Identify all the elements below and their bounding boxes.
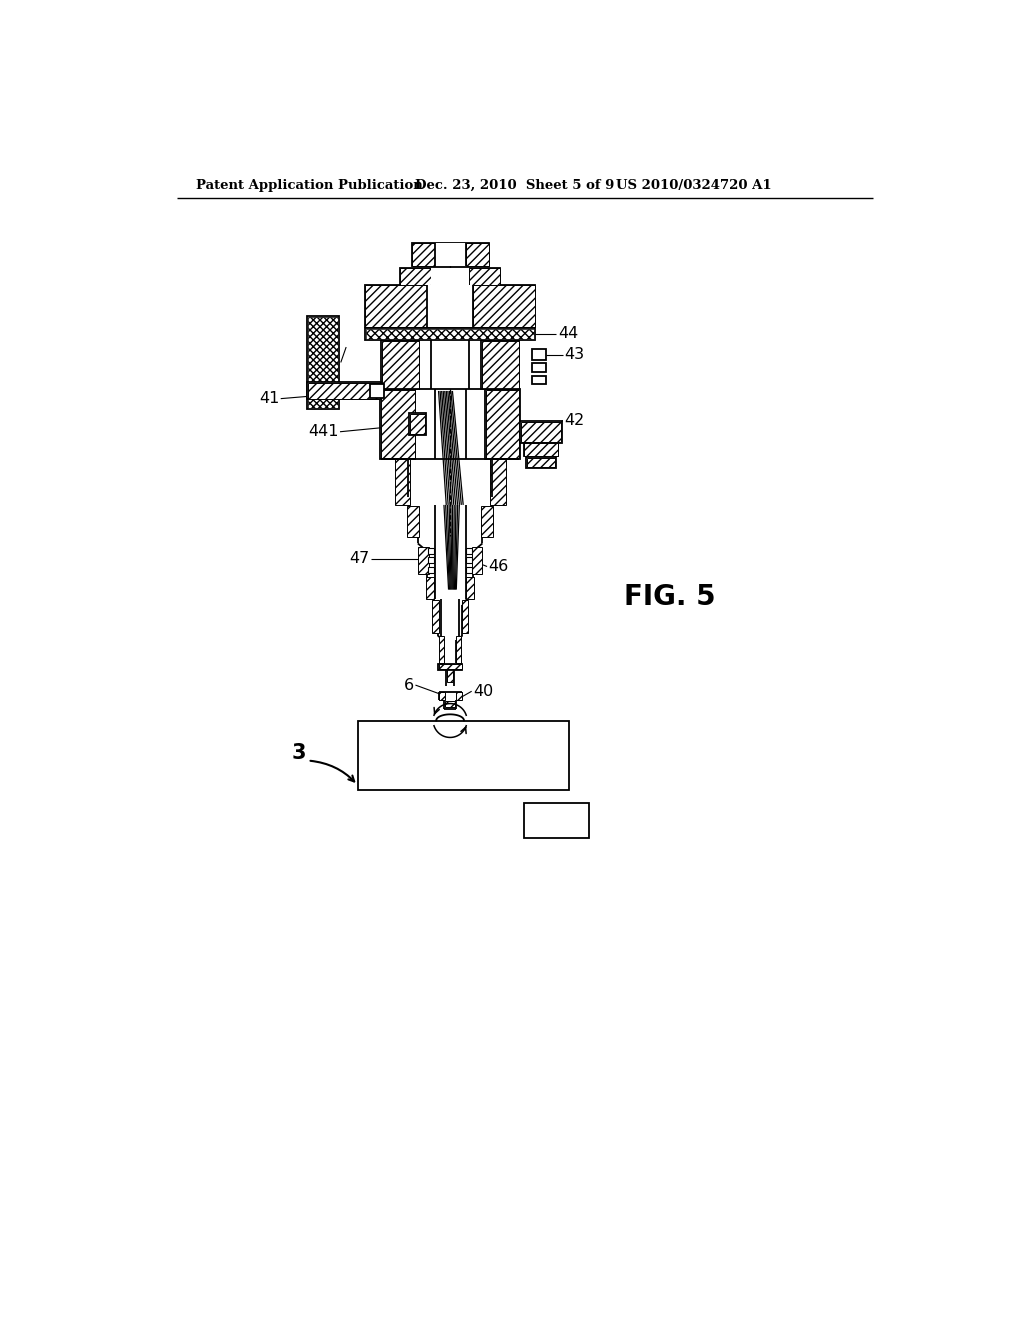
Bar (490, 459, 506, 506)
Bar (438, 664, 463, 669)
Bar (400, 268, 500, 288)
Bar (412, 243, 435, 267)
Bar (531, 350, 546, 360)
Bar (426, 577, 434, 599)
Bar (466, 566, 472, 573)
Bar (428, 548, 434, 554)
Bar (531, 363, 546, 372)
Bar (527, 458, 555, 467)
Bar (472, 546, 482, 574)
Text: US 2010/0324720 A1: US 2010/0324720 A1 (615, 178, 771, 191)
Text: 44: 44 (558, 326, 579, 342)
Text: 410: 410 (322, 327, 337, 359)
Bar (380, 389, 416, 459)
Bar (447, 667, 454, 682)
Bar (381, 341, 419, 389)
Text: 6: 6 (403, 677, 414, 693)
Bar (485, 391, 519, 458)
Bar (427, 285, 473, 327)
Bar (523, 804, 589, 838)
Bar (481, 341, 518, 388)
Bar (431, 268, 469, 288)
Text: 47: 47 (349, 552, 370, 566)
Bar (307, 317, 339, 409)
Bar (466, 577, 474, 599)
Bar (456, 636, 461, 663)
Bar (523, 442, 558, 457)
Bar (428, 557, 434, 564)
Text: 441: 441 (308, 424, 339, 440)
Bar (435, 243, 466, 267)
Text: Patent Application Publication: Patent Application Publication (196, 178, 423, 191)
Bar (531, 376, 546, 384)
Bar (466, 243, 488, 267)
Text: 3: 3 (291, 743, 306, 763)
Text: 43: 43 (564, 347, 585, 362)
Text: FIG. 5: FIG. 5 (624, 583, 716, 611)
Bar (307, 383, 380, 399)
Bar (357, 721, 569, 789)
Bar (307, 317, 339, 408)
Bar (410, 414, 425, 434)
Bar (438, 692, 444, 700)
Bar (307, 383, 381, 400)
Bar (484, 389, 520, 459)
Bar (466, 548, 472, 554)
Bar (520, 421, 562, 442)
Bar (524, 444, 557, 455)
Bar (412, 243, 488, 267)
Bar (432, 601, 438, 632)
Bar (466, 557, 472, 564)
Bar (445, 701, 455, 708)
Text: 46: 46 (488, 558, 509, 574)
Bar (407, 507, 419, 537)
Bar (526, 457, 556, 469)
Bar (520, 422, 561, 442)
Bar (481, 341, 519, 389)
Bar (439, 636, 444, 663)
Bar (382, 341, 419, 388)
Bar (400, 268, 431, 288)
Bar (469, 268, 500, 288)
Bar (366, 327, 535, 341)
Bar (473, 285, 535, 327)
Bar (438, 664, 462, 669)
Bar (428, 566, 434, 573)
Text: 41: 41 (259, 391, 280, 407)
Bar (367, 329, 535, 339)
Bar (394, 459, 410, 506)
Bar (410, 413, 426, 434)
Bar (431, 341, 469, 389)
Text: 40: 40 (473, 684, 494, 698)
Bar (456, 692, 462, 700)
Bar (418, 546, 429, 574)
Bar (366, 285, 427, 327)
Bar (370, 384, 384, 397)
Bar (366, 285, 535, 327)
Text: 42: 42 (564, 413, 585, 428)
Bar (462, 601, 468, 632)
Bar (481, 507, 494, 537)
Text: Dec. 23, 2010  Sheet 5 of 9: Dec. 23, 2010 Sheet 5 of 9 (416, 178, 614, 191)
Bar (381, 391, 415, 458)
